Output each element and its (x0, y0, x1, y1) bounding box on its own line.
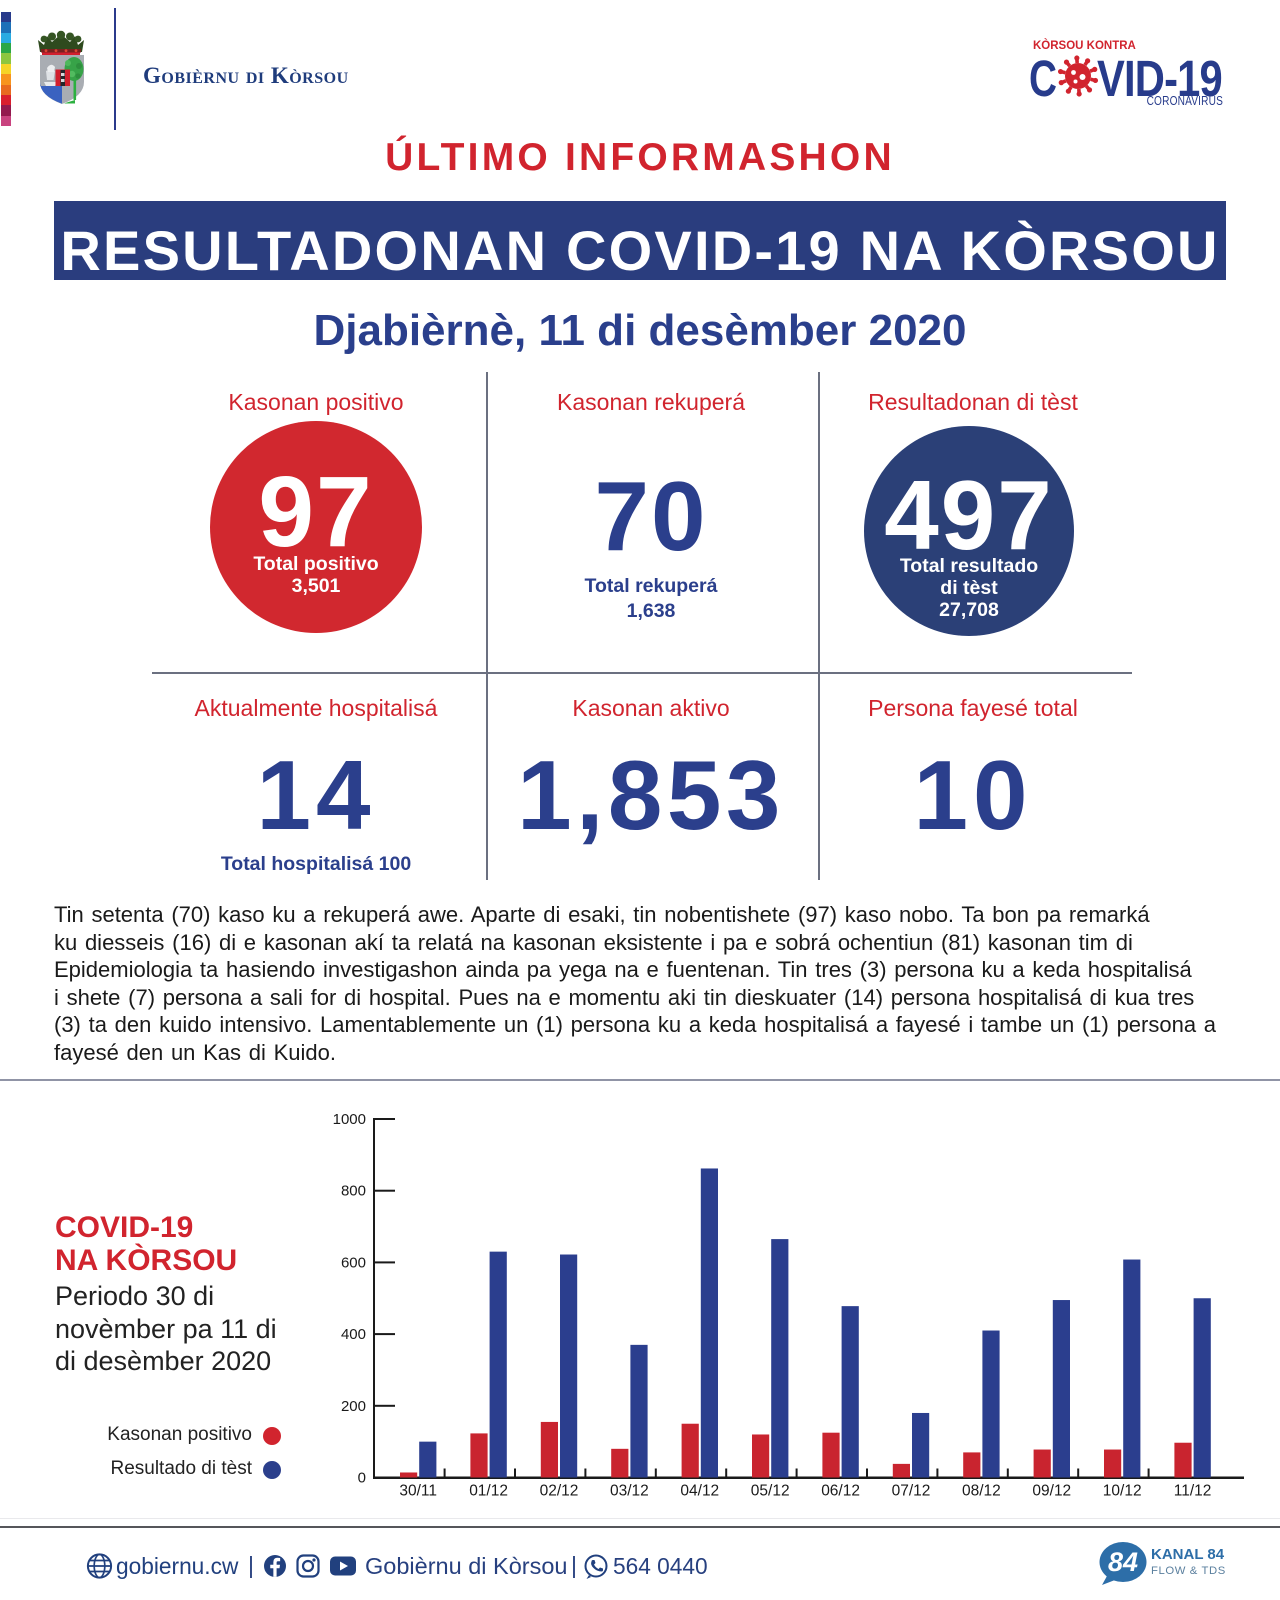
svg-text:04/12: 04/12 (680, 1483, 719, 1500)
svg-text:11/12: 11/12 (1174, 1483, 1212, 1500)
svg-text:10/12: 10/12 (1103, 1483, 1142, 1500)
svg-text:FLOW & TDS: FLOW & TDS (1151, 1565, 1226, 1577)
svg-text:KANAL 84: KANAL 84 (1151, 1546, 1225, 1563)
svg-text:600: 600 (341, 1254, 366, 1271)
svg-text:200: 200 (341, 1398, 366, 1415)
svg-text:06/12: 06/12 (821, 1483, 860, 1500)
svg-text:800: 800 (341, 1183, 366, 1200)
svg-text:0: 0 (358, 1470, 366, 1487)
svg-text:03/12: 03/12 (610, 1483, 649, 1500)
svg-text:09/12: 09/12 (1032, 1483, 1071, 1500)
svg-text:30/11: 30/11 (399, 1483, 437, 1500)
svg-text:08/12: 08/12 (962, 1483, 1001, 1500)
svg-text:05/12: 05/12 (751, 1483, 790, 1500)
svg-text:84: 84 (1108, 1547, 1138, 1577)
svg-text:01/12: 01/12 (469, 1483, 508, 1500)
svg-text:400: 400 (341, 1326, 366, 1343)
svg-text:1000: 1000 (333, 1111, 366, 1128)
svg-text:02/12: 02/12 (540, 1483, 579, 1500)
svg-text:07/12: 07/12 (892, 1483, 931, 1500)
